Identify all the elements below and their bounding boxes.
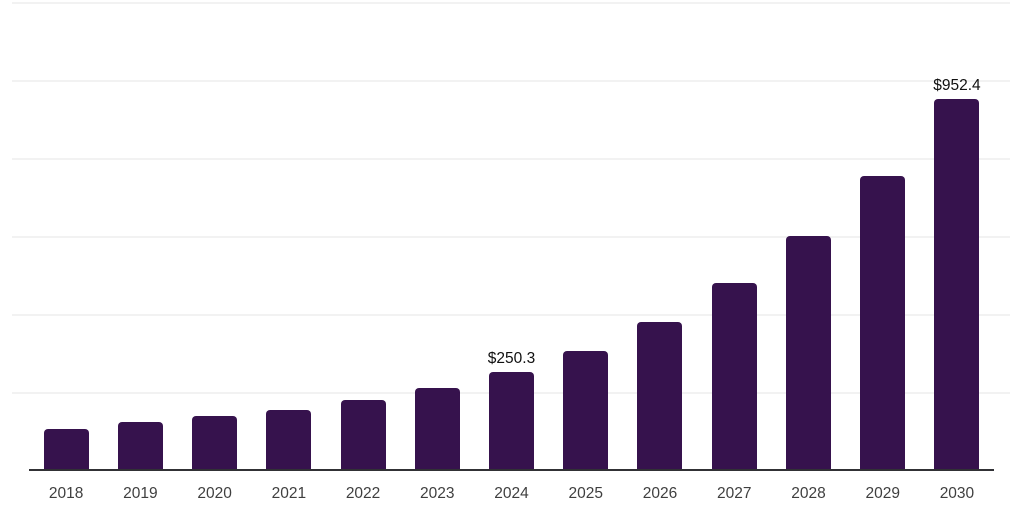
bar-slot (846, 2, 920, 470)
bar-slot: $952.4 (920, 2, 994, 470)
x-tick-label: 2030 (939, 485, 975, 502)
x-tick-label: 2023 (420, 485, 455, 502)
bar-slot (623, 2, 697, 470)
x-tick-label: 2021 (271, 485, 307, 502)
bar-2030 (934, 99, 980, 470)
bar-slot (326, 2, 400, 470)
bar-slot (103, 2, 177, 470)
bar-2022 (340, 400, 386, 470)
bar-slot (252, 2, 326, 470)
bar-2025 (563, 351, 609, 470)
bar-slot (177, 2, 251, 470)
x-tick-label: 2020 (197, 485, 232, 502)
bar-2026 (637, 322, 683, 470)
bar-2020 (192, 416, 238, 470)
bar-2023 (414, 388, 460, 470)
x-axis-line (29, 469, 994, 471)
bar-value-label: $952.4 (933, 76, 981, 94)
bar-slot (771, 2, 845, 470)
bar-value-label: $250.3 (487, 349, 536, 367)
x-tick-label: 2024 (494, 485, 529, 502)
x-tick-label: 2026 (642, 485, 678, 502)
bar-2019 (117, 422, 163, 470)
bar-2027 (711, 283, 757, 470)
bar-slot (549, 2, 623, 470)
x-tick-label: 2022 (345, 485, 381, 502)
x-tick-label: 2029 (865, 485, 900, 502)
bar-2028 (785, 236, 831, 470)
bar-slot (29, 2, 103, 470)
x-axis-tick-labels: 2018 2019 2020 2021 2022 2023 2024 2025 2026 2027… (29, 486, 994, 502)
x-tick-label: 2018 (48, 485, 84, 502)
x-tick-label: 2025 (568, 485, 603, 502)
bar-2024 (489, 372, 535, 470)
bar-slot (400, 2, 474, 470)
bar-2029 (860, 176, 906, 470)
x-tick-label: 2028 (791, 485, 826, 502)
bar-2018 (43, 429, 89, 470)
plot-area: $250.3 $952.4 (29, 2, 994, 470)
bar-slot (697, 2, 771, 470)
x-tick-label: 2019 (123, 485, 158, 502)
bar-2021 (266, 410, 312, 470)
x-tick-label: 2027 (716, 485, 752, 502)
bar-slot: $250.3 (474, 2, 548, 470)
